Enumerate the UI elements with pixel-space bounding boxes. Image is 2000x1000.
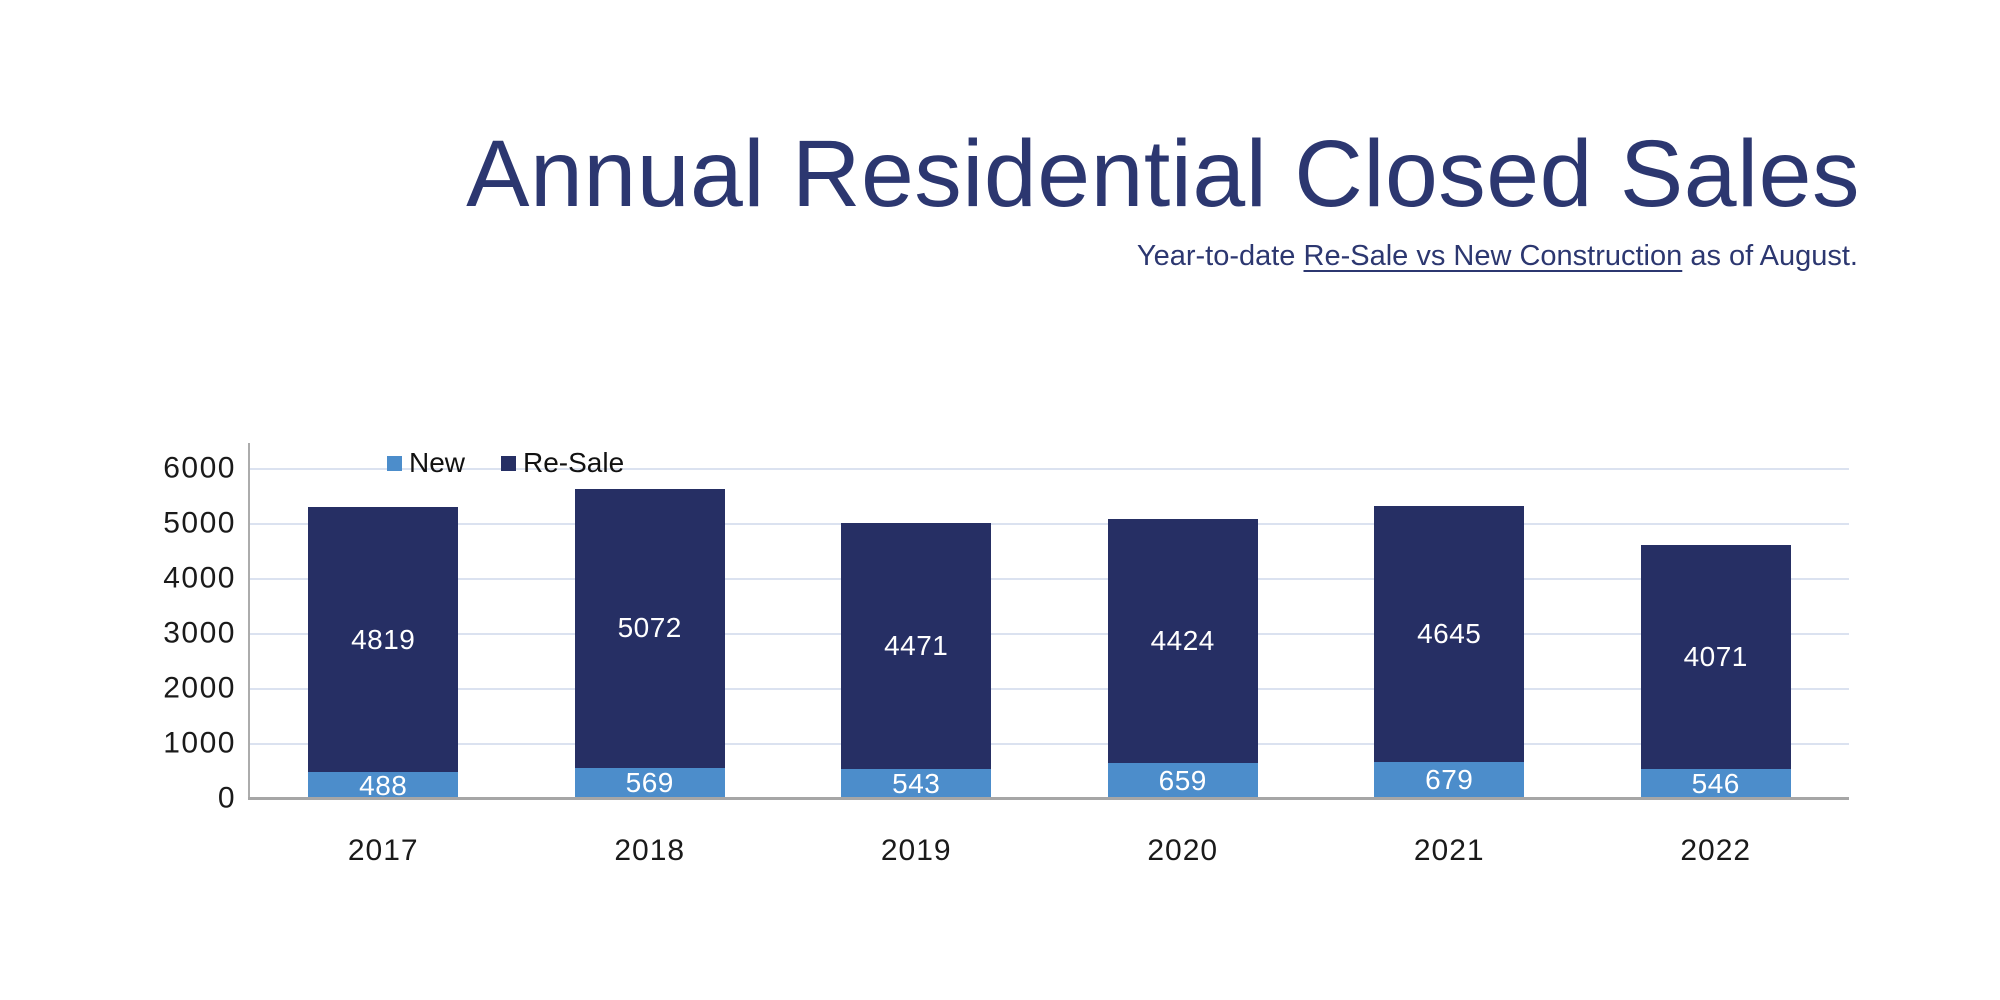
chart-title: Annual Residential Closed Sales bbox=[466, 121, 1860, 227]
x-tick-label-2019: 2019 bbox=[880, 834, 952, 867]
legend: New Re-Sale bbox=[387, 447, 624, 479]
bar-segment-2017-new bbox=[308, 772, 459, 799]
y-tick-label-1000: 1000 bbox=[163, 726, 236, 760]
value-label-2018-new: 569 bbox=[625, 767, 674, 799]
value-label-2021-new: 679 bbox=[1425, 764, 1474, 796]
bar-segment-2020-resale bbox=[1107, 519, 1258, 763]
value-label-2021-resale: 4645 bbox=[1417, 617, 1482, 649]
legend-label-resale: Re-Sale bbox=[523, 447, 625, 478]
value-label-2017-resale: 4819 bbox=[351, 623, 416, 655]
bar-segment-2019-new bbox=[841, 769, 992, 799]
value-label-2019-new: 543 bbox=[892, 768, 941, 800]
y-tick-label-5000: 5000 bbox=[163, 506, 236, 540]
subtitle-suffix: as of August. bbox=[1682, 240, 1858, 273]
bar-segment-2017-resale bbox=[308, 507, 459, 773]
legend-label-new: New bbox=[409, 447, 466, 478]
gridline-1000 bbox=[250, 743, 1849, 745]
y-tick-label-2000: 2000 bbox=[163, 671, 236, 705]
bar-segment-2018-resale bbox=[574, 488, 725, 768]
y-tick-label-0: 0 bbox=[217, 781, 236, 815]
value-label-2018-resale: 5072 bbox=[617, 612, 682, 644]
y-tick-label-3000: 3000 bbox=[163, 616, 236, 650]
y-tick-label-4000: 4000 bbox=[163, 561, 236, 595]
bar-segment-2021-resale bbox=[1374, 506, 1525, 762]
gridline-5000 bbox=[250, 523, 1849, 525]
value-label-2022-resale: 4071 bbox=[1683, 641, 1748, 673]
value-label-2022-new: 546 bbox=[1691, 767, 1740, 799]
x-axis-line bbox=[248, 797, 1849, 800]
y-axis-line bbox=[248, 443, 250, 799]
gridline-3000 bbox=[250, 633, 1849, 635]
x-tick-label-2021: 2021 bbox=[1413, 834, 1485, 867]
legend-item-resale: Re-Sale bbox=[501, 447, 624, 479]
bar-segment-2019-resale bbox=[841, 523, 992, 770]
bar-segment-2022-new bbox=[1640, 768, 1791, 799]
gridline-2000 bbox=[250, 688, 1849, 690]
gridline-6000 bbox=[250, 468, 1849, 470]
chart-subtitle: Year-to-date Re-Sale vs New Construction… bbox=[466, 240, 1858, 273]
legend-item-new: New bbox=[387, 447, 465, 479]
legend-swatch-new bbox=[387, 455, 402, 471]
value-label-2020-new: 659 bbox=[1158, 764, 1207, 796]
x-tick-label-2017: 2017 bbox=[347, 834, 419, 867]
value-label-2020-resale: 4424 bbox=[1150, 625, 1215, 657]
y-tick-label-6000: 6000 bbox=[163, 451, 236, 485]
x-tick-label-2022: 2022 bbox=[1680, 834, 1752, 867]
bar-segment-2020-new bbox=[1107, 762, 1258, 799]
gridline-4000 bbox=[250, 578, 1849, 580]
x-tick-label-2018: 2018 bbox=[614, 834, 686, 867]
x-tick-label-2020: 2020 bbox=[1147, 834, 1219, 867]
bar-segment-2018-new bbox=[574, 767, 725, 799]
value-label-2019-resale: 4471 bbox=[884, 630, 949, 662]
subtitle-underlined-text: Re-Sale vs New Construction bbox=[1303, 240, 1683, 273]
value-label-2017-new: 488 bbox=[359, 769, 408, 801]
chart-header: Annual Residential Closed Sales Year-to-… bbox=[466, 118, 1860, 273]
bar-segment-2021-new bbox=[1374, 761, 1525, 799]
bar-segment-2022-resale bbox=[1640, 545, 1791, 769]
subtitle-prefix: Year-to-date bbox=[1136, 240, 1304, 273]
legend-swatch-resale bbox=[501, 455, 517, 471]
